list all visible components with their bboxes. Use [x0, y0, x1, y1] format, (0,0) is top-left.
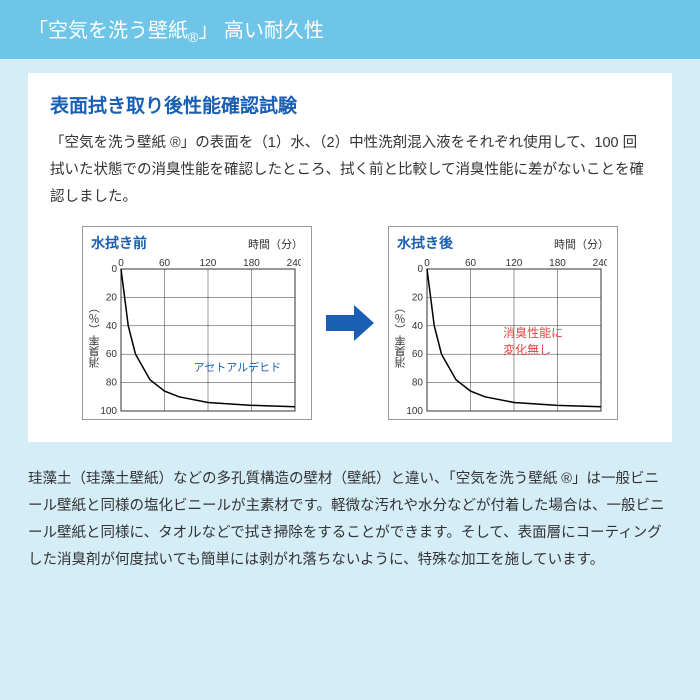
svg-text:100: 100 — [100, 406, 117, 415]
footer-text: 珪藻土（珪藻土壁紙）などの多孔質構造の壁材（壁紙）と違い、「空気を洗う壁紙 ®」… — [0, 456, 700, 573]
subtitle: 表面拭き取り後性能確認試験 — [50, 91, 650, 118]
chart-after-plot: 消臭率（％） 020406080100060120180240消臭性能に変化無し — [397, 255, 609, 415]
svg-text:0: 0 — [118, 258, 124, 269]
header-title-pre: 「空気を洗う壁紙 — [28, 20, 188, 42]
chart-after-svg: 0 20 40 60 80 100 0 60 120 180 240 消臭性能に変化無し — [397, 255, 607, 415]
svg-text:40: 40 — [106, 321, 118, 332]
header-band: 「空気を洗う壁紙®」 高い耐久性 — [0, 0, 700, 59]
chart-before-ylabel: 消臭率（％） — [87, 302, 103, 368]
header-title-post: 」 高い耐久性 — [198, 20, 324, 42]
svg-text:180: 180 — [243, 258, 260, 269]
chart-after: 水拭き後 時間（分） 消臭率（％） 0 20 40 60 80 100 0 60 120 180 2… — [388, 226, 618, 420]
svg-text:20: 20 — [412, 293, 424, 304]
svg-text:消臭性能に: 消臭性能に — [503, 326, 563, 341]
svg-text:120: 120 — [200, 258, 217, 269]
svg-text:120: 120 — [506, 258, 523, 269]
svg-text:60: 60 — [159, 258, 171, 269]
svg-text:60: 60 — [465, 258, 477, 269]
chart-before-title: 水拭き前 — [91, 233, 147, 253]
svg-text:180: 180 — [549, 258, 566, 269]
svg-text:100: 100 — [406, 406, 423, 415]
chart-before-xlabel: 時間（分） — [248, 236, 303, 252]
chart-after-title: 水拭き後 — [397, 233, 453, 253]
svg-text:アセトアルデヒド: アセトアルデヒド — [194, 361, 282, 375]
chart-before-plot: 消臭率（％） 020406080100060120180240アセトアルデヒド — [91, 255, 303, 415]
svg-text:240: 240 — [593, 258, 607, 269]
intro-text: 「空気を洗う壁紙 ®」の表面を（1）水、（2）中性洗剤混入液をそれぞれ使用して、… — [50, 130, 650, 210]
chart-after-xlabel: 時間（分） — [554, 236, 609, 252]
svg-text:60: 60 — [106, 350, 118, 361]
svg-text:80: 80 — [412, 378, 424, 389]
content-card: 表面拭き取り後性能確認試験 「空気を洗う壁紙 ®」の表面を（1）水、（2）中性洗… — [28, 73, 672, 442]
chart-after-ylabel: 消臭率（％） — [393, 302, 409, 368]
svg-text:0: 0 — [424, 258, 430, 269]
svg-text:60: 60 — [412, 350, 424, 361]
svg-text:0: 0 — [417, 264, 423, 275]
svg-text:40: 40 — [412, 321, 424, 332]
svg-text:20: 20 — [106, 293, 118, 304]
svg-text:変化無し: 変化無し — [503, 343, 551, 358]
reg-mark: ® — [188, 29, 198, 45]
chart-before-svg: 0 20 40 60 80 100 0 60 120 180 240 アセトアルデヒド — [91, 255, 301, 415]
svg-text:240: 240 — [287, 258, 301, 269]
svg-text:80: 80 — [106, 378, 118, 389]
chart-before: 水拭き前 時間（分） 消臭率（％） 0 20 40 60 80 100 0 60 120 180 2… — [82, 226, 312, 420]
svg-text:0: 0 — [111, 264, 117, 275]
charts-row: 水拭き前 時間（分） 消臭率（％） 0 20 40 60 80 100 0 60 120 180 2… — [50, 226, 650, 420]
arrow-icon — [326, 305, 374, 341]
